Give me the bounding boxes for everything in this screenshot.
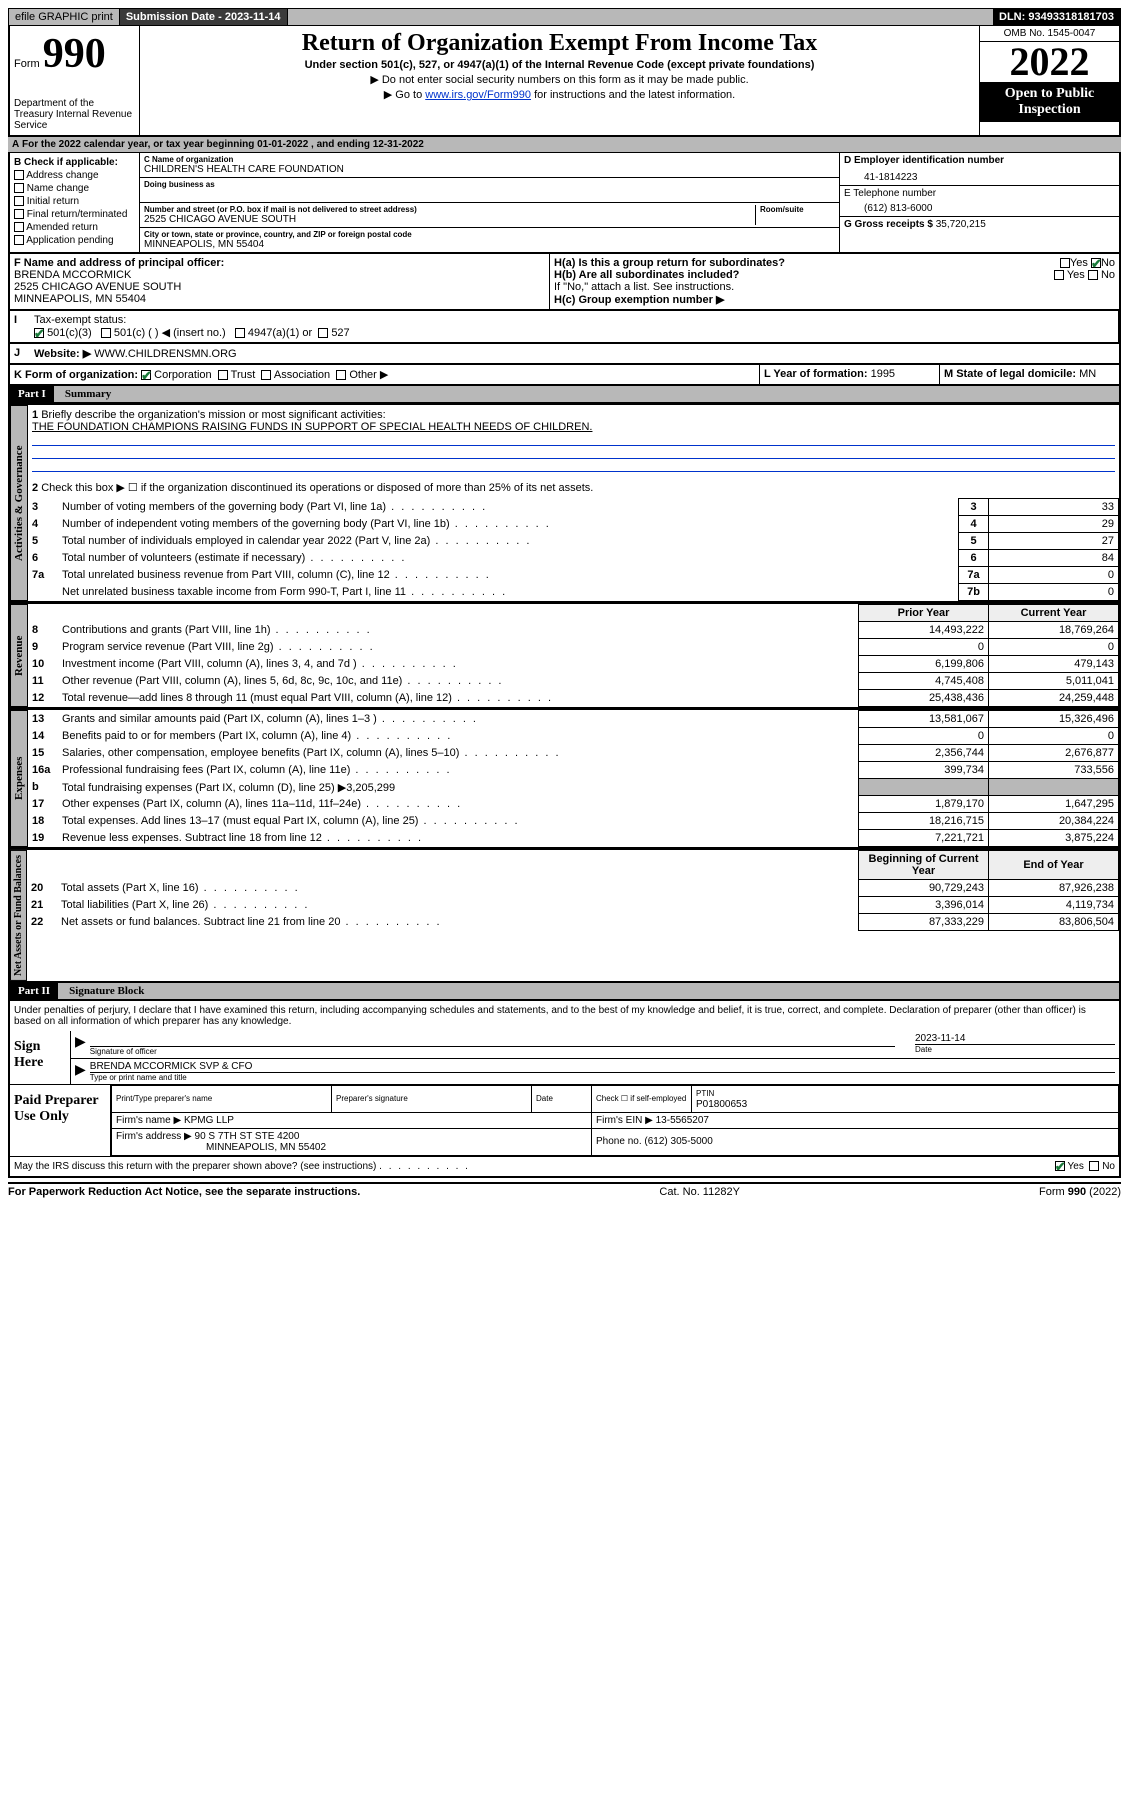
- page-footer: For Paperwork Reduction Act Notice, see …: [8, 1182, 1121, 1198]
- sig-date: 2023-11-14: [915, 1033, 1115, 1045]
- gov-section: Activities & Governance 1 Briefly descri…: [8, 404, 1121, 603]
- dba-label: Doing business as: [144, 180, 835, 189]
- exp-section: Expenses 13 Grants and similar amounts p…: [8, 709, 1121, 849]
- firm-addr1: 90 S 7TH ST STE 4200: [195, 1131, 300, 1142]
- klm-row: K Form of organization: Corporation Trus…: [8, 365, 1121, 386]
- form-number: 990: [43, 31, 106, 77]
- street-label: Number and street (or P.O. box if mail i…: [144, 205, 755, 214]
- firm-phone: (612) 305-5000: [644, 1136, 712, 1147]
- form-note-1: ▶ Do not enter social security numbers o…: [148, 73, 971, 86]
- side-gov: Activities & Governance: [10, 405, 28, 601]
- side-rev: Revenue: [10, 604, 28, 707]
- tax-year: 2022: [980, 42, 1119, 82]
- submission-date-button[interactable]: Submission Date - 2023-11-14: [120, 9, 288, 25]
- officer-city: MINNEAPOLIS, MN 55404: [14, 293, 146, 305]
- footer-right: Form 990 (2022): [1039, 1186, 1121, 1198]
- hb-label: H(b) Are all subordinates included?: [554, 269, 739, 281]
- year-formation-label: L Year of formation:: [764, 368, 868, 380]
- room-label: Room/suite: [760, 205, 835, 214]
- officer-name: BRENDA MCCORMICK: [14, 269, 131, 281]
- discuss-no-checkbox[interactable]: [1089, 1161, 1099, 1171]
- tax-status-label: Tax-exempt status:: [34, 314, 126, 326]
- officer-print-name: BRENDA MCCORMICK SVP & CFO: [90, 1061, 1115, 1073]
- ha-label: H(a) Is this a group return for subordin…: [554, 257, 785, 269]
- form-note-2: ▶ Go to www.irs.gov/Form990 for instruct…: [148, 88, 971, 101]
- rev-section: Revenue Prior Year Current Year8 Contrib…: [8, 603, 1121, 709]
- part2-header: Part II: [10, 983, 58, 999]
- dln-label: DLN: 93493318181703: [993, 9, 1120, 25]
- hb-note: If "No," attach a list. See instructions…: [554, 281, 1115, 293]
- ein-value: 41-1814223: [844, 166, 1115, 183]
- discuss-question: May the IRS discuss this return with the…: [14, 1161, 376, 1172]
- sig-officer-label: Signature of officer: [90, 1047, 895, 1056]
- officer-street: 2525 CHICAGO AVENUE SOUTH: [14, 281, 181, 293]
- efile-label: efile GRAPHIC print: [9, 9, 120, 25]
- phone-value: (612) 813-6000: [844, 199, 1115, 214]
- ein-label: D Employer identification number: [844, 155, 1115, 166]
- officer-name-label: Type or print name and title: [90, 1073, 1115, 1082]
- declaration-text: Under penalties of perjury, I declare th…: [10, 1001, 1119, 1031]
- part1-title: Summary: [65, 388, 111, 400]
- form-header: Form 990 Department of the Treasury Inte…: [8, 26, 1121, 137]
- state-domicile: MN: [1079, 368, 1096, 380]
- form-subtitle: Under section 501(c), 527, or 4947(a)(1)…: [148, 59, 971, 71]
- part2-title: Signature Block: [69, 985, 144, 997]
- officer-group-row: F Name and address of principal officer:…: [8, 254, 1121, 311]
- firm-ein: 13-5565207: [656, 1115, 709, 1126]
- tax-status-row: I Tax-exempt status: 501(c)(3) 501(c) ( …: [8, 311, 1121, 344]
- sign-here-label: Sign Here: [10, 1031, 70, 1084]
- dept-label: Department of the Treasury Internal Reve…: [14, 98, 135, 131]
- paid-preparer-label: Paid Preparer Use Only: [10, 1085, 110, 1156]
- section-b-label: B Check if applicable:: [14, 157, 135, 168]
- side-net: Net Assets or Fund Balances: [10, 850, 27, 981]
- state-domicile-label: M State of legal domicile:: [944, 368, 1076, 380]
- signature-block: Under penalties of perjury, I declare th…: [8, 1001, 1121, 1178]
- open-inspection: Open to Public Inspection: [980, 82, 1119, 122]
- line-a: A For the 2022 calendar year, or tax yea…: [8, 137, 1121, 153]
- gross-receipts-value: 35,720,215: [936, 219, 986, 230]
- irs-link[interactable]: www.irs.gov/Form990: [425, 89, 531, 101]
- street-value: 2525 CHICAGO AVENUE SOUTH: [144, 214, 755, 225]
- footer-left: For Paperwork Reduction Act Notice, see …: [8, 1186, 360, 1198]
- city-label: City or town, state or province, country…: [144, 230, 835, 239]
- entity-info: B Check if applicable: Address change Na…: [8, 153, 1121, 254]
- form-title: Return of Organization Exempt From Incom…: [148, 30, 971, 57]
- form-org-label: K Form of organization:: [14, 369, 138, 381]
- website-label: Website: ▶: [34, 348, 91, 360]
- org-name-label: C Name of organization: [144, 155, 835, 164]
- corp-checkbox[interactable]: [141, 370, 151, 380]
- side-exp: Expenses: [10, 710, 28, 847]
- gross-receipts-label: G Gross receipts $: [844, 219, 933, 230]
- mission-text: THE FOUNDATION CHAMPIONS RAISING FUNDS I…: [32, 421, 592, 433]
- website-row: J Website: ▶ WWW.CHILDRENSMN.ORG: [8, 344, 1121, 365]
- part1-header: Part I: [10, 386, 54, 402]
- q2-text: Check this box ▶ ☐ if the organization d…: [41, 482, 593, 494]
- sig-date-label: Date: [915, 1045, 1115, 1054]
- discuss-yes-checkbox[interactable]: [1055, 1161, 1065, 1171]
- org-name: CHILDREN'S HEALTH CARE FOUNDATION: [144, 164, 835, 175]
- city-value: MINNEAPOLIS, MN 55404: [144, 239, 835, 250]
- website-value: WWW.CHILDRENSMN.ORG: [94, 348, 236, 360]
- form-word: Form: [14, 58, 40, 70]
- net-section: Net Assets or Fund Balances Beginning of…: [8, 849, 1121, 983]
- firm-addr2: MINNEAPOLIS, MN 55402: [206, 1142, 326, 1153]
- hc-label: H(c) Group exemption number ▶: [554, 294, 724, 306]
- firm-name: KPMG LLP: [184, 1115, 234, 1126]
- q1-label: Briefly describe the organization's miss…: [41, 409, 385, 421]
- ptin-value: P01800653: [696, 1099, 747, 1110]
- footer-mid: Cat. No. 11282Y: [659, 1186, 740, 1198]
- 501c3-checkbox[interactable]: [34, 328, 44, 338]
- year-formation: 1995: [871, 368, 895, 380]
- top-bar: efile GRAPHIC print Submission Date - 20…: [8, 8, 1121, 26]
- section-f-label: F Name and address of principal officer:: [14, 257, 224, 269]
- phone-label: E Telephone number: [844, 188, 1115, 199]
